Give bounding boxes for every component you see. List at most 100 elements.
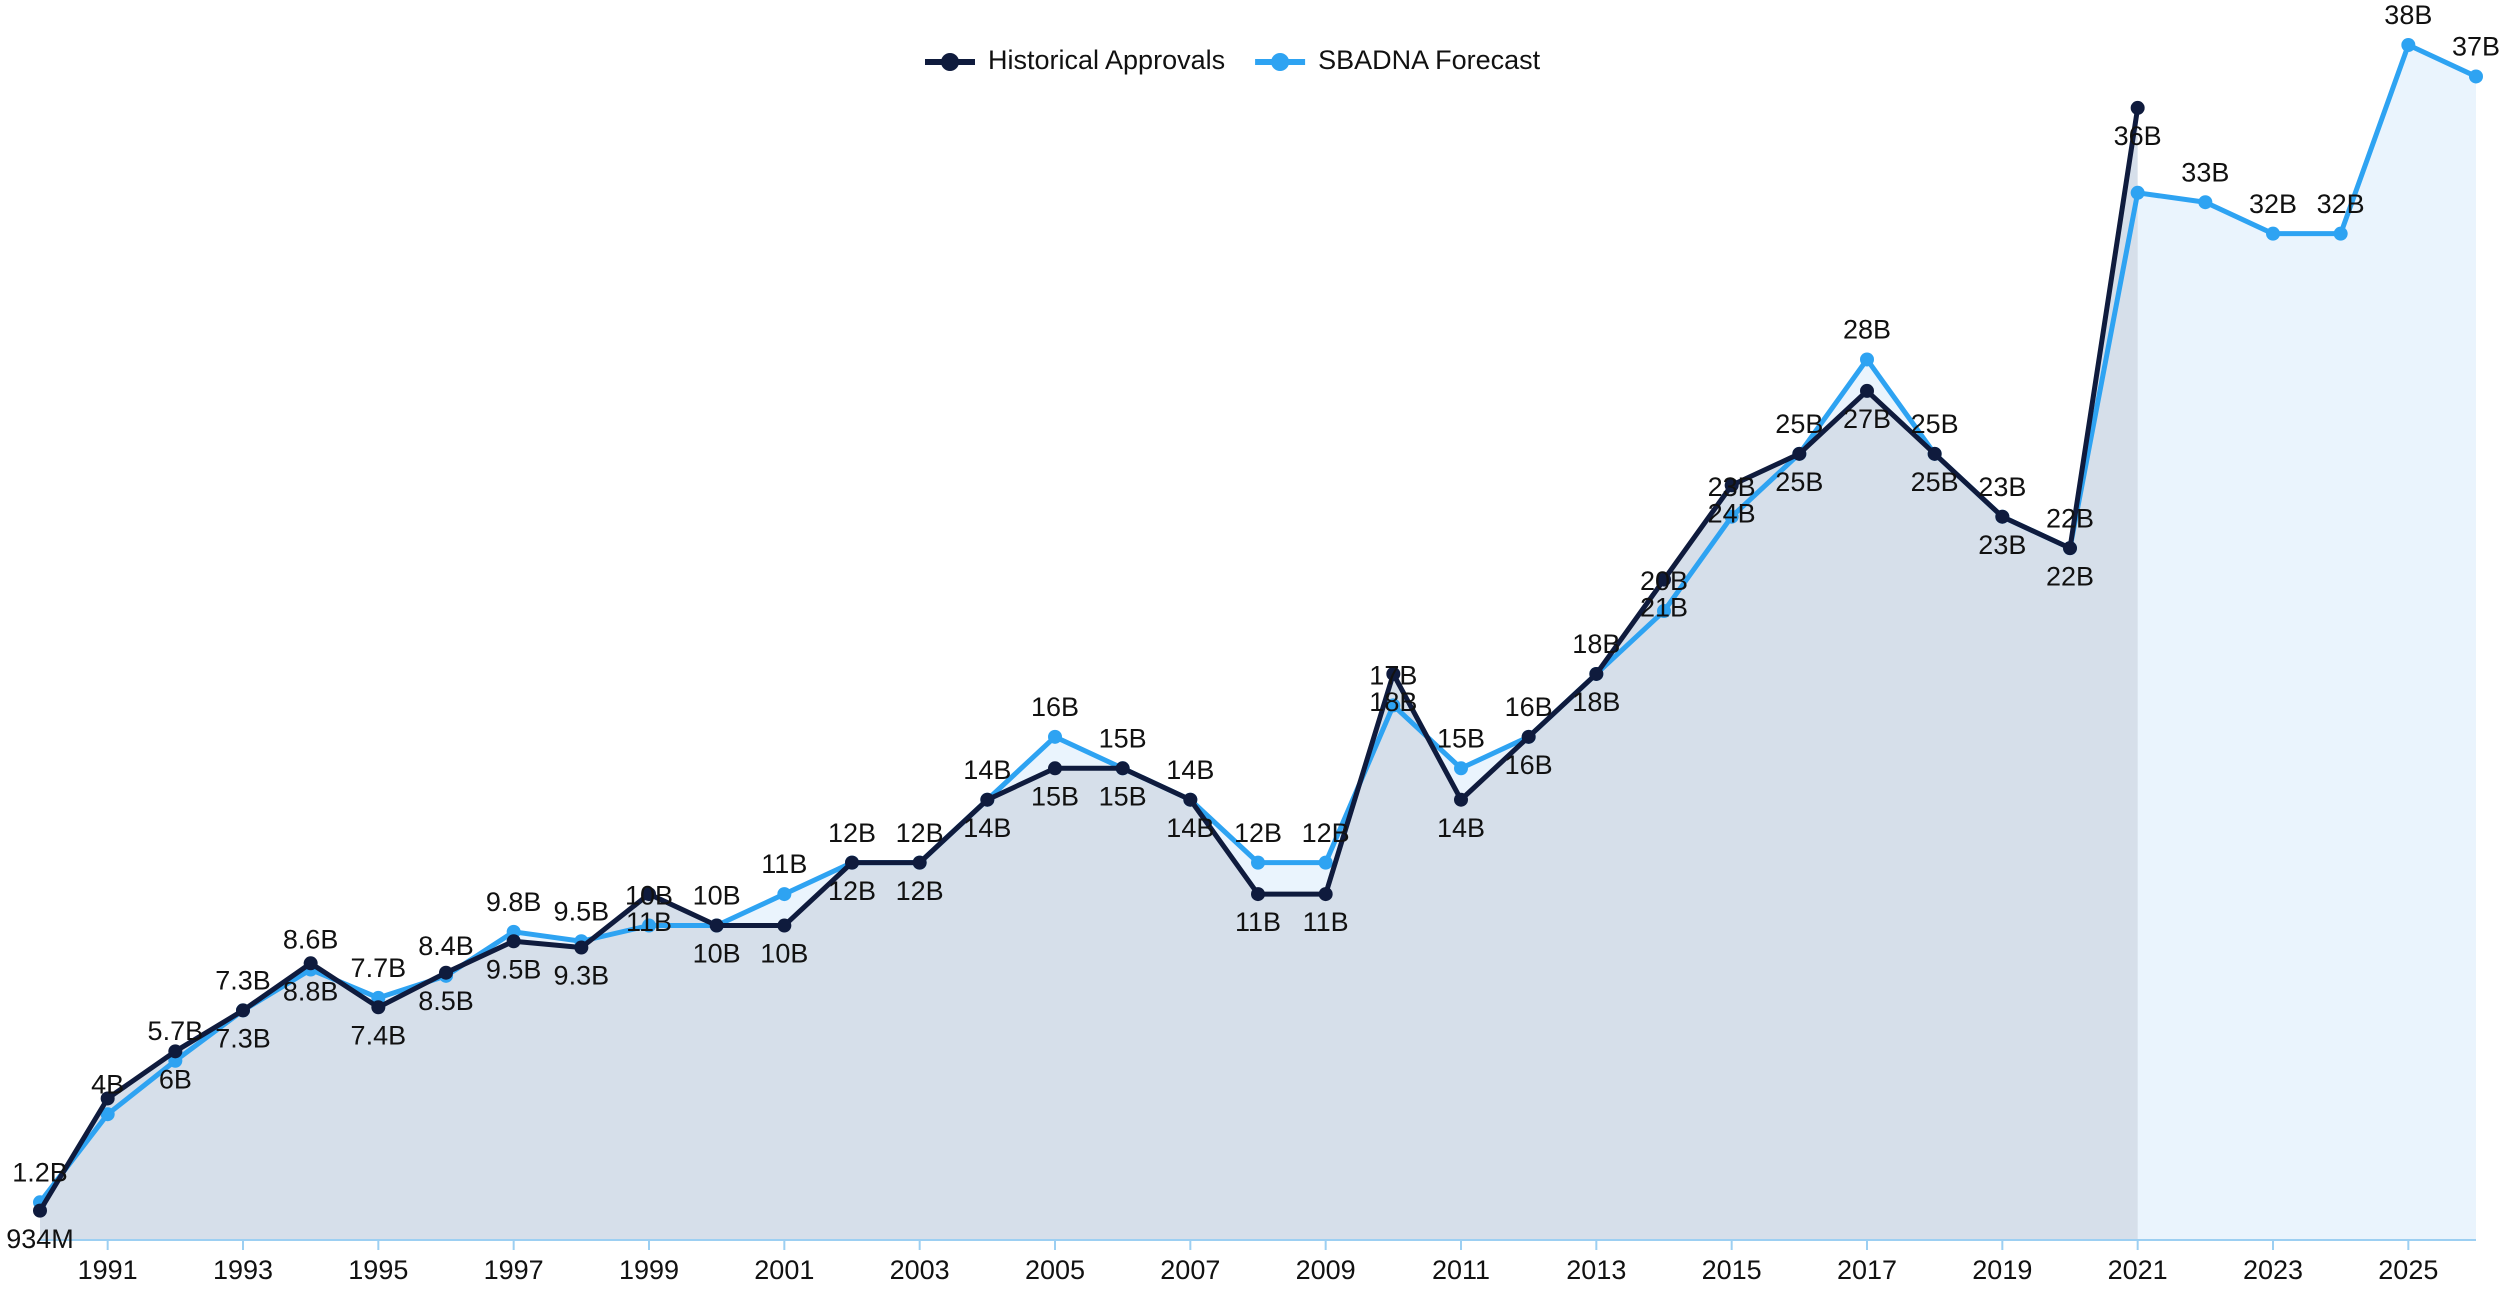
data-labels: 1.2B 4B 5.7B 7.3B 8.6B 7.7B 8.4B 9.8B 9.5B 10B 10B… xyxy=(6,0,2500,1254)
x-tick-label: 2021 xyxy=(2108,1255,2168,1285)
x-tick-label: 2003 xyxy=(890,1255,950,1285)
data-point xyxy=(1183,792,1198,807)
data-label: 12B xyxy=(1302,818,1350,848)
x-axis: 1991 1993 1995 1997 1999 2001 2003 2005 2007 2009… xyxy=(40,1239,2476,1285)
data-label: 16B xyxy=(1505,692,1553,722)
data-label: 7.3B xyxy=(215,966,271,996)
data-point xyxy=(1454,761,1468,776)
data-point xyxy=(236,1003,250,1018)
data-label: 10B xyxy=(693,881,741,911)
data-point xyxy=(100,1091,115,1106)
data-point xyxy=(1589,666,1604,681)
data-label: 18B xyxy=(1369,687,1417,717)
data-point xyxy=(709,918,724,933)
data-label: 10B xyxy=(625,881,673,911)
data-point xyxy=(1251,887,1265,902)
data-label: 15B xyxy=(1031,781,1079,811)
data-point xyxy=(1048,761,1062,776)
data-label: 14B xyxy=(963,755,1011,785)
data-label: 12B xyxy=(896,876,944,906)
legend-label: Historical Approvals xyxy=(988,45,1225,75)
data-point xyxy=(168,1044,183,1059)
data-label: 25B xyxy=(1775,467,1823,497)
data-label: 8.6B xyxy=(283,925,339,955)
data-point xyxy=(506,934,521,949)
data-label: 23B xyxy=(1978,472,2026,502)
data-point xyxy=(1318,855,1333,870)
data-point xyxy=(980,792,995,807)
data-point xyxy=(371,1000,386,1015)
data-point xyxy=(2063,541,2077,556)
series-line xyxy=(37,107,2141,1212)
data-point xyxy=(2130,100,2145,115)
data-label: 20B xyxy=(1640,566,1688,596)
data-label: 8.4B xyxy=(418,931,474,961)
data-label: 8.5B xyxy=(418,986,474,1016)
data-point xyxy=(439,965,453,980)
data-point xyxy=(1860,383,1874,398)
data-label: 25B xyxy=(1911,467,1959,497)
data-label: 15B xyxy=(1099,781,1147,811)
data-point xyxy=(1927,446,1942,461)
data-label: 14B xyxy=(963,813,1011,843)
data-point xyxy=(33,1203,47,1218)
data-point xyxy=(912,855,927,870)
data-label: 22B xyxy=(2046,561,2094,591)
data-point xyxy=(1657,572,1671,587)
data-point xyxy=(100,1107,115,1122)
data-label: 38B xyxy=(2384,0,2432,30)
data-point xyxy=(1386,666,1401,681)
data-point xyxy=(2266,226,2280,241)
x-tick-label: 2019 xyxy=(1972,1255,2032,1285)
data-point xyxy=(2469,69,2483,84)
data-point xyxy=(1860,352,1874,367)
x-tick-label: 1991 xyxy=(78,1255,138,1285)
x-tick-label: 2013 xyxy=(1566,1255,1626,1285)
data-label: 18B xyxy=(1572,629,1620,659)
data-label: 27B xyxy=(1843,404,1891,434)
x-tick-label: 2007 xyxy=(1160,1255,1220,1285)
data-label: 9.8B xyxy=(486,887,542,917)
data-label: 21B xyxy=(1640,593,1688,623)
x-tick-label: 2001 xyxy=(754,1255,814,1285)
lines xyxy=(33,38,2483,1218)
data-point xyxy=(777,887,792,902)
data-label: 7.4B xyxy=(351,1020,407,1050)
data-label: 22B xyxy=(2046,503,2094,533)
data-label: 25B xyxy=(1911,409,1959,439)
data-label: 14B xyxy=(1437,813,1485,843)
x-tick-label: 2009 xyxy=(1296,1255,1356,1285)
data-label: 9.5B xyxy=(554,896,610,926)
x-tick-label: 2023 xyxy=(2243,1255,2303,1285)
data-label: 25B xyxy=(1775,409,1823,439)
data-point xyxy=(1724,509,1739,524)
data-point xyxy=(1521,729,1536,744)
data-label: 12B xyxy=(828,818,876,848)
data-label: 10B xyxy=(760,939,808,969)
data-point xyxy=(1454,792,1468,807)
data-point xyxy=(1657,604,1671,619)
data-point xyxy=(1792,446,1807,461)
data-label: 32B xyxy=(2249,189,2297,219)
data-label: 5.7B xyxy=(148,1016,204,1046)
data-point xyxy=(1995,509,2010,524)
data-label: 15B xyxy=(1099,723,1147,753)
data-point xyxy=(574,940,589,955)
data-label: 11B xyxy=(1235,907,1281,937)
legend-dot xyxy=(1271,53,1290,71)
data-label: 15B xyxy=(1437,723,1485,753)
data-point xyxy=(1386,698,1401,713)
data-label: 10B xyxy=(693,939,741,969)
data-label: 16B xyxy=(1031,692,1079,722)
data-label: 11B xyxy=(626,907,672,937)
data-label: 8.8B xyxy=(283,976,339,1006)
data-point xyxy=(303,956,318,971)
data-label: 23B xyxy=(1708,472,1756,502)
x-tick-label: 2015 xyxy=(1702,1255,1762,1285)
data-label: 33B xyxy=(2181,157,2229,187)
area xyxy=(40,107,2138,1240)
x-tick-label: 1997 xyxy=(484,1255,544,1285)
data-label: 24B xyxy=(1708,498,1756,528)
